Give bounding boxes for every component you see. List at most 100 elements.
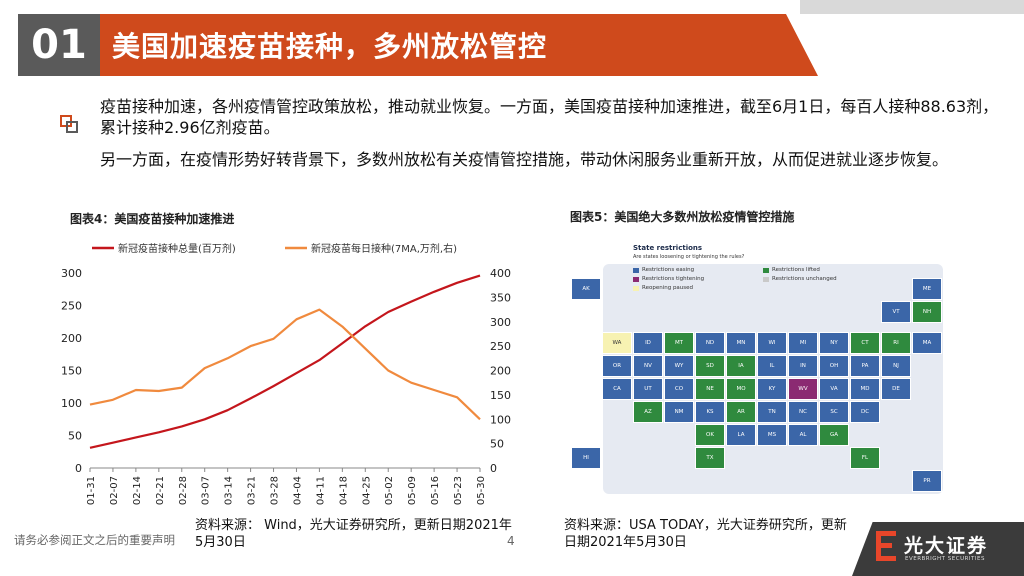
map-legend-item: Restrictions tightening [633,276,704,282]
x-tick-label: 05-30 [476,476,487,505]
state-cell-ct: CT [850,332,880,354]
state-cell-ok: OK [695,424,725,446]
state-cell-ne: NE [695,378,725,400]
state-cell-co: CO [664,378,694,400]
state-cell-ut: UT [633,378,663,400]
header-banner: 01 美国加速疫苗接种，多州放松管控 [0,0,1024,76]
state-cell-ny: NY [819,332,849,354]
paragraph-vaccination: 疫苗接种加速，各州疫情管控政策放松，推动就业恢复。一方面，美国疫苗接种加速推进，… [100,97,999,137]
figure4-source: 资料来源： Wind，光大证券研究所，更新日期2021年5月30日 [195,518,512,550]
state-cell-de: DE [881,378,911,400]
state-cell-ak: AK [571,278,601,300]
y-left-tick-label: 250 [61,300,82,313]
state-cell-or: OR [602,355,632,377]
legend-label: Restrictions lifted [772,267,820,273]
vaccination-chart: 0 50 100 150 200 250 300 0 50 100 150 200 250 300 350 4… [61,242,511,505]
x-tick-label: 04-18 [338,476,349,505]
y-right-tick-label: 250 [490,340,511,353]
state-cell-il: IL [757,355,787,377]
state-cell-mi: MI [788,332,818,354]
state-cell-me: ME [912,278,942,300]
x-tick-label: 03-21 [247,476,258,505]
state-cell-al: AL [788,424,818,446]
y-right-tick-label: 200 [490,365,511,378]
state-cell-pr: PR [912,470,942,492]
state-cell-ga: GA [819,424,849,446]
y-left-tick-label: 150 [61,365,82,378]
state-cell-nm: NM [664,401,694,423]
legend-label: Reopening paused [642,285,694,291]
map-legend-item: Restrictions lifted [763,267,820,273]
state-cell-ma: MA [912,332,942,354]
bullet-icon [60,115,78,133]
logo-text-en: EVERBRIGHT SECURITIES [905,556,985,562]
x-tick-label: 04-04 [292,476,303,505]
state-cell-ks: KS [695,401,725,423]
legend-swatch [633,285,639,291]
state-cell-ri: RI [881,332,911,354]
state-cell-tx: TX [695,447,725,469]
state-cell-az: AZ [633,401,663,423]
x-tick-label: 03-28 [270,476,281,505]
state-cell-ca: CA [602,378,632,400]
state-cell-va: VA [819,378,849,400]
state-cell-vt: VT [881,301,911,323]
state-cell-ia: IA [726,355,756,377]
header-grey-strip [800,0,1024,14]
state-restrictions-map: State restrictions Are states loosening … [563,236,963,508]
state-cell-ms: MS [757,424,787,446]
state-cell-dc: DC [850,401,880,423]
state-cell-oh: OH [819,355,849,377]
state-cell-mt: MT [664,332,694,354]
legend-label: Restrictions unchanged [772,276,837,282]
y-left-tick-label: 0 [75,462,82,475]
state-cell-md: MD [850,378,880,400]
state-cell-nj: NJ [881,355,911,377]
state-cell-nc: NC [788,401,818,423]
y-left-tick-label: 300 [61,267,82,280]
x-tick-label: 03-14 [224,476,235,505]
state-cell-fl: FL [850,447,880,469]
y-right-tick-label: 50 [490,438,504,451]
x-tick-label: 01-31 [86,476,97,505]
header-red-band [18,14,818,76]
state-cell-wi: WI [757,332,787,354]
state-cell-la: LA [726,424,756,446]
y-left-tick-label: 100 [61,397,82,410]
legend-swatch [763,267,769,273]
section-number: 01 [31,22,87,68]
figure4-title: 图表4：美国疫苗接种加速推进 [70,212,235,226]
x-tick-label: 05-02 [384,476,395,505]
y-left-tick-label: 50 [68,430,82,443]
state-cell-nh: NH [912,301,942,323]
page-number: 4 [507,534,515,548]
state-cell-pa: PA [850,355,880,377]
x-tick-label: 05-09 [407,476,418,505]
map-legend-item: Reopening paused [633,285,693,291]
everbright-logo-icon [876,531,896,561]
y-right-tick-label: 350 [490,291,511,304]
x-tick-label: 05-16 [430,476,441,505]
state-cell-in: IN [788,355,818,377]
y-left-tick-label: 200 [61,332,82,345]
legend-label: Restrictions easing [642,267,695,273]
disclaimer-text: 请务必参阅正文之后的重要声明 [14,533,175,547]
y-right-tick-label: 400 [490,267,511,280]
figure5-source: 资料来源：USA TODAY，光大证券研究所，更新日期2021年5月30日 [564,518,847,550]
x-tick-label: 03-07 [201,476,212,505]
state-cell-tn: TN [757,401,787,423]
x-tick-label: 02-07 [109,476,120,505]
state-cell-id: ID [633,332,663,354]
x-tick-label: 02-28 [178,476,189,505]
y-right-tick-label: 0 [490,462,497,475]
y-right-tick-label: 300 [490,316,511,329]
x-tick-label: 04-11 [315,476,326,505]
paragraph-restrictions: 另一方面，在疫情形势好转背景下，多数州放松有关疫情管控措施，带动休闲服务业重新开… [100,150,949,169]
x-tick-label: 05-23 [453,476,464,505]
x-tick-label: 04-25 [361,476,372,505]
state-cell-ky: KY [757,378,787,400]
section-number-box [18,14,100,76]
state-cell-mn: MN [726,332,756,354]
logo-text-cn: 光大证券 [904,535,989,557]
state-cell-nv: NV [633,355,663,377]
